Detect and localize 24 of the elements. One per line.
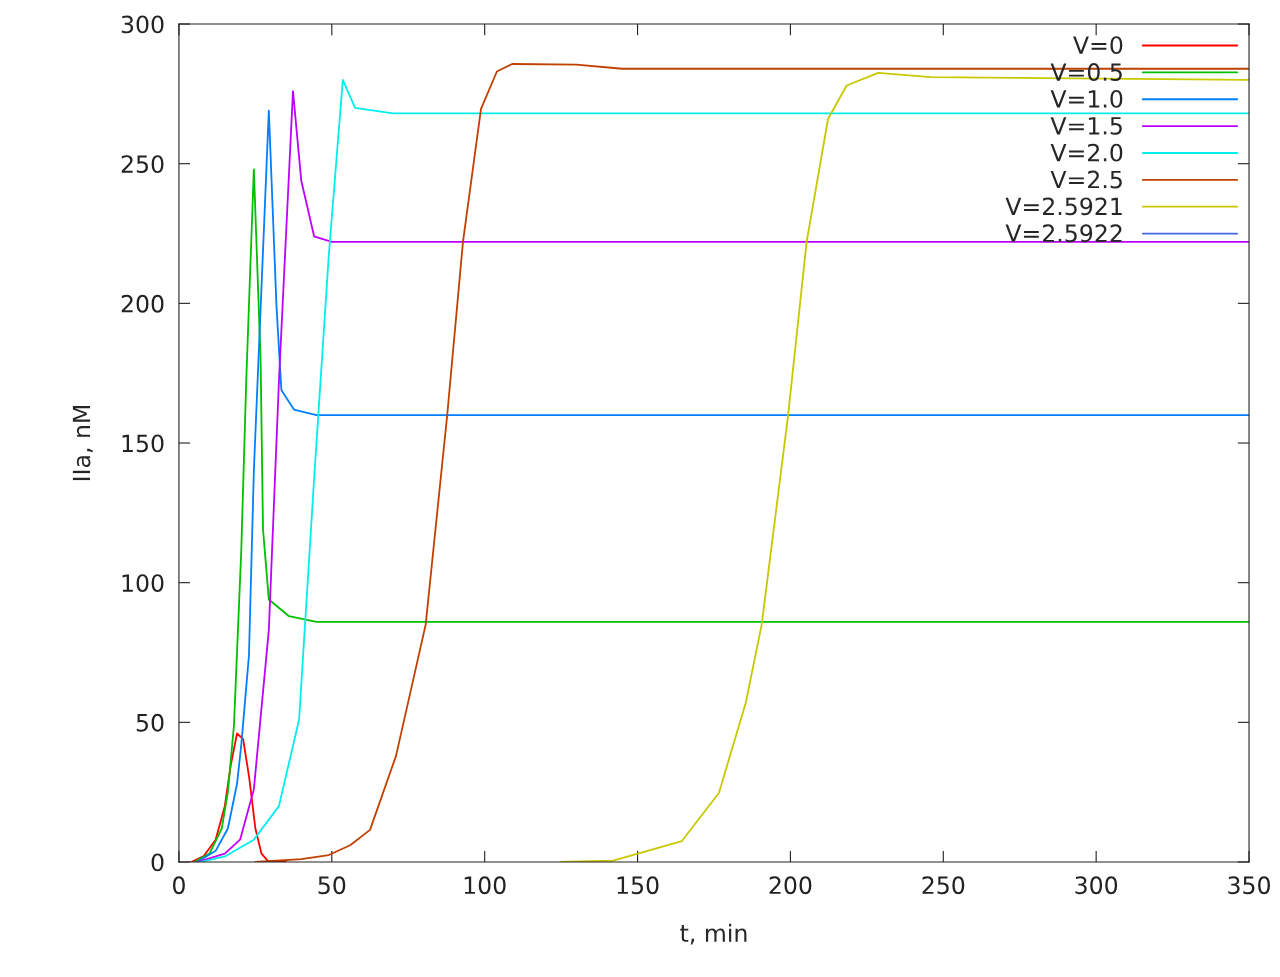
x-tick-label: 100 bbox=[464, 876, 506, 895]
legend-label: V=2.5 bbox=[1050, 170, 1122, 189]
y-tick-label: 50 bbox=[136, 713, 164, 732]
x-tick-label: 350 bbox=[1228, 876, 1270, 895]
legend-label: V=1.0 bbox=[1050, 89, 1123, 108]
x-tick-label: 0 bbox=[172, 876, 185, 895]
x-tick-label: 150 bbox=[617, 876, 659, 895]
x-tick-label: 200 bbox=[769, 876, 812, 895]
legend-label: V=1.5 bbox=[1050, 117, 1122, 135]
y-tick-label: 200 bbox=[121, 294, 164, 313]
x-axis-title: t, min bbox=[680, 923, 747, 945]
y-tick-label: 100 bbox=[122, 574, 164, 592]
y-axis-title: IIa, nM bbox=[72, 405, 93, 481]
legend-label: V=0 bbox=[1073, 36, 1123, 55]
y-tick-label: 300 bbox=[121, 15, 164, 34]
y-tick-label: 0 bbox=[151, 853, 164, 872]
legend-label: V=2.5922 bbox=[1005, 224, 1122, 243]
x-tick-label: 50 bbox=[318, 876, 346, 895]
y-tick-label: 150 bbox=[122, 434, 164, 453]
x-tick-label: 250 bbox=[922, 876, 965, 895]
legend-label: V=2.0 bbox=[1050, 143, 1123, 162]
legend-label: V=2.5921 bbox=[1005, 197, 1122, 216]
y-tick-label: 250 bbox=[121, 155, 164, 173]
x-tick-label: 300 bbox=[1075, 876, 1118, 895]
